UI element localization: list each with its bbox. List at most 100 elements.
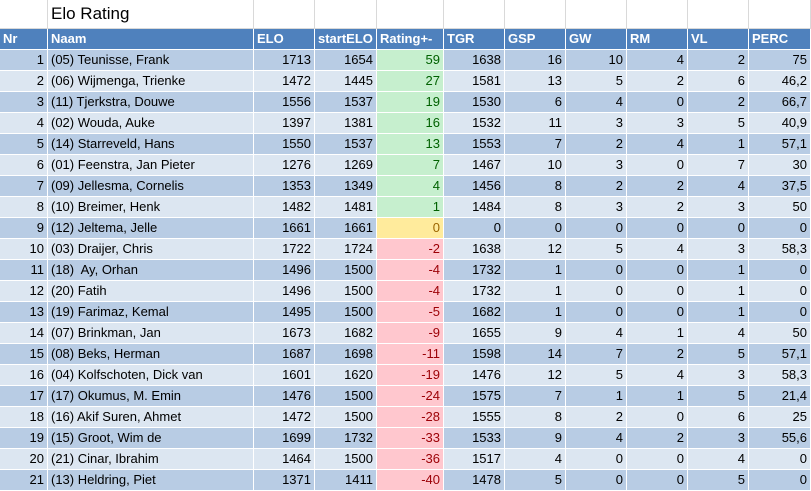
value-cell: 21 [0, 470, 48, 491]
name-cell: (19) Farimaz, Kemal [48, 302, 254, 323]
value-cell: 4 [566, 92, 627, 113]
value-cell: 1581 [444, 71, 505, 92]
column-header: VL [688, 29, 749, 50]
value-cell: 2 [627, 197, 688, 218]
value-cell: 0 [749, 449, 811, 470]
value-cell: 1371 [254, 470, 315, 491]
value-cell: 4 [566, 428, 627, 449]
value-cell: 7 [505, 134, 566, 155]
value-cell: 0 [627, 449, 688, 470]
value-cell: 1482 [254, 197, 315, 218]
value-cell: 8 [505, 407, 566, 428]
value-cell: 1481 [315, 197, 377, 218]
value-cell: 0 [566, 260, 627, 281]
value-cell: 1 [688, 302, 749, 323]
value-cell: 1 [377, 197, 444, 218]
column-header: GW [566, 29, 627, 50]
value-cell: 1476 [444, 365, 505, 386]
name-cell: (10) Breimer, Henk [48, 197, 254, 218]
value-cell: 6 [688, 407, 749, 428]
value-cell: 1732 [444, 281, 505, 302]
value-cell: 1472 [254, 407, 315, 428]
value-cell: 5 [0, 134, 48, 155]
value-cell: 1655 [444, 323, 505, 344]
value-cell: 4 [627, 134, 688, 155]
name-cell: (18) Ay, Orhan [48, 260, 254, 281]
value-cell: 0 [377, 218, 444, 239]
value-cell: 1 [0, 50, 48, 71]
title-cell [315, 0, 377, 29]
value-cell: 10 [566, 50, 627, 71]
value-cell: 4 [566, 323, 627, 344]
value-cell: 1575 [444, 386, 505, 407]
value-cell: 14 [505, 344, 566, 365]
value-cell: 1500 [315, 407, 377, 428]
value-cell: 1411 [315, 470, 377, 491]
value-cell: 1556 [254, 92, 315, 113]
value-cell: 1 [688, 260, 749, 281]
value-cell: 1713 [254, 50, 315, 71]
value-cell: 1687 [254, 344, 315, 365]
title-cell [749, 0, 811, 29]
title-cell [444, 0, 505, 29]
value-cell: 1456 [444, 176, 505, 197]
column-header: TGR [444, 29, 505, 50]
value-cell: 40,9 [749, 113, 811, 134]
value-cell: -24 [377, 386, 444, 407]
value-cell: 1517 [444, 449, 505, 470]
name-cell: (06) Wijmenga, Trienke [48, 71, 254, 92]
title-cell [377, 0, 444, 29]
name-cell: (01) Feenstra, Jan Pieter [48, 155, 254, 176]
column-header: PERC [749, 29, 811, 50]
value-cell: 1537 [315, 134, 377, 155]
column-header: startELO [315, 29, 377, 50]
value-cell: 1682 [315, 323, 377, 344]
value-cell: 1467 [444, 155, 505, 176]
value-cell: 1 [627, 386, 688, 407]
value-cell: 12 [505, 365, 566, 386]
value-cell: 66,7 [749, 92, 811, 113]
value-cell: 1472 [254, 71, 315, 92]
value-cell: 1661 [254, 218, 315, 239]
value-cell: 8 [505, 176, 566, 197]
value-cell: 1495 [254, 302, 315, 323]
value-cell: 1349 [315, 176, 377, 197]
title-cell [254, 0, 315, 29]
value-cell: 12 [505, 239, 566, 260]
value-cell: 3 [688, 197, 749, 218]
value-cell: 10 [0, 239, 48, 260]
value-cell: 1698 [315, 344, 377, 365]
value-cell: 1722 [254, 239, 315, 260]
column-header: Rating+- [377, 29, 444, 50]
value-cell: 7 [505, 386, 566, 407]
value-cell: 1397 [254, 113, 315, 134]
value-cell: 20 [0, 449, 48, 470]
value-cell: 1276 [254, 155, 315, 176]
value-cell: 19 [377, 92, 444, 113]
value-cell: 0 [749, 470, 811, 491]
value-cell: 1500 [315, 449, 377, 470]
value-cell: 58,3 [749, 365, 811, 386]
value-cell: -40 [377, 470, 444, 491]
value-cell: 3 [566, 155, 627, 176]
value-cell: 0 [444, 218, 505, 239]
name-cell: (08) Beks, Herman [48, 344, 254, 365]
value-cell: 6 [505, 92, 566, 113]
value-cell: 5 [566, 365, 627, 386]
value-cell: 4 [688, 449, 749, 470]
value-cell: 2 [627, 344, 688, 365]
value-cell: 27 [377, 71, 444, 92]
value-cell: 1464 [254, 449, 315, 470]
value-cell: 6 [0, 155, 48, 176]
value-cell: 11 [505, 113, 566, 134]
value-cell: 1673 [254, 323, 315, 344]
value-cell: 1732 [315, 428, 377, 449]
value-cell: 0 [627, 155, 688, 176]
value-cell: 3 [566, 113, 627, 134]
value-cell: -5 [377, 302, 444, 323]
value-cell: 1476 [254, 386, 315, 407]
value-cell: 7 [377, 155, 444, 176]
title-cell [688, 0, 749, 29]
value-cell: 0 [505, 218, 566, 239]
value-cell: 1500 [315, 302, 377, 323]
